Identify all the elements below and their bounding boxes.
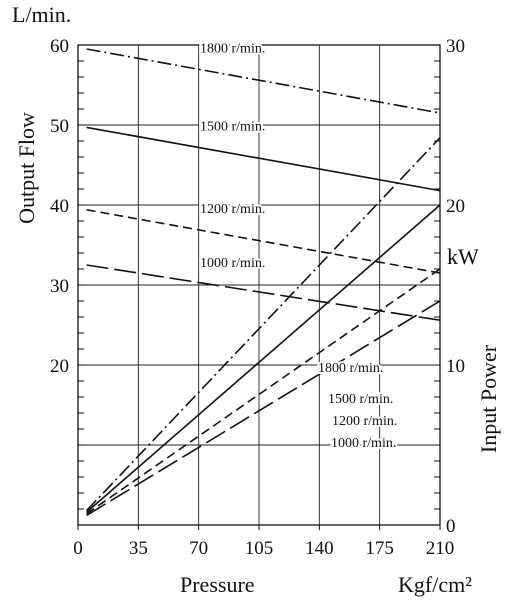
right-tick-label: 10 <box>446 356 465 377</box>
x-tick-label: 105 <box>245 538 274 559</box>
flow-line-2 <box>86 209 441 274</box>
power-line-2 <box>86 268 441 515</box>
left-tick-label: 50 <box>50 116 69 137</box>
power-line-0 <box>86 137 441 512</box>
flow-series-label: 1200 r/min. <box>200 202 265 217</box>
grid <box>77 44 441 526</box>
flow-line-1 <box>86 126 441 192</box>
x-tick-label: 70 <box>189 538 208 559</box>
x-axis-unit: Kgf/cm² <box>398 572 472 597</box>
x-tick-label: 0 <box>73 538 83 559</box>
right-tick-label: 30 <box>446 36 465 57</box>
power-series-label: 1800 r/min. <box>318 361 383 376</box>
flow-series-label: 1800 r/min. <box>200 41 265 56</box>
left-axis-unit: L/min. <box>12 2 71 27</box>
right-tick-label: 0 <box>446 516 456 537</box>
flow-series-label: 1000 r/min. <box>200 256 265 271</box>
power-series-label: 1200 r/min. <box>332 414 397 429</box>
power-line-3 <box>86 300 441 517</box>
x-axis-label: Pressure <box>180 572 255 597</box>
left-axis-label: Output Flow <box>14 112 39 224</box>
x-tick-label: 175 <box>365 538 394 559</box>
x-tick-label: 140 <box>305 538 334 559</box>
left-tick-label: 30 <box>50 276 69 297</box>
right-tick-label: 20 <box>446 196 465 217</box>
power-series-label: 1500 r/min. <box>328 392 393 407</box>
x-tick-label: 210 <box>426 538 455 559</box>
flow-line-0 <box>86 48 441 114</box>
right-axis-unit: kW <box>447 244 479 269</box>
power-line-1 <box>86 204 441 513</box>
series-lines <box>86 48 441 517</box>
flow-line-3 <box>86 264 441 321</box>
flow-series-label: 1500 r/min. <box>200 120 265 135</box>
x-tick-label: 35 <box>129 538 148 559</box>
right-axis-label: Input Power <box>476 344 501 453</box>
left-tick-label: 40 <box>50 196 69 217</box>
power-series-label: 1000 r/min. <box>331 436 396 451</box>
chart-labels: 1800 r/min. 1500 r/min. 1200 r/min. 1000 r/… <box>12 2 501 597</box>
left-tick-label: 20 <box>50 356 69 377</box>
left-tick-label: 60 <box>50 36 69 57</box>
